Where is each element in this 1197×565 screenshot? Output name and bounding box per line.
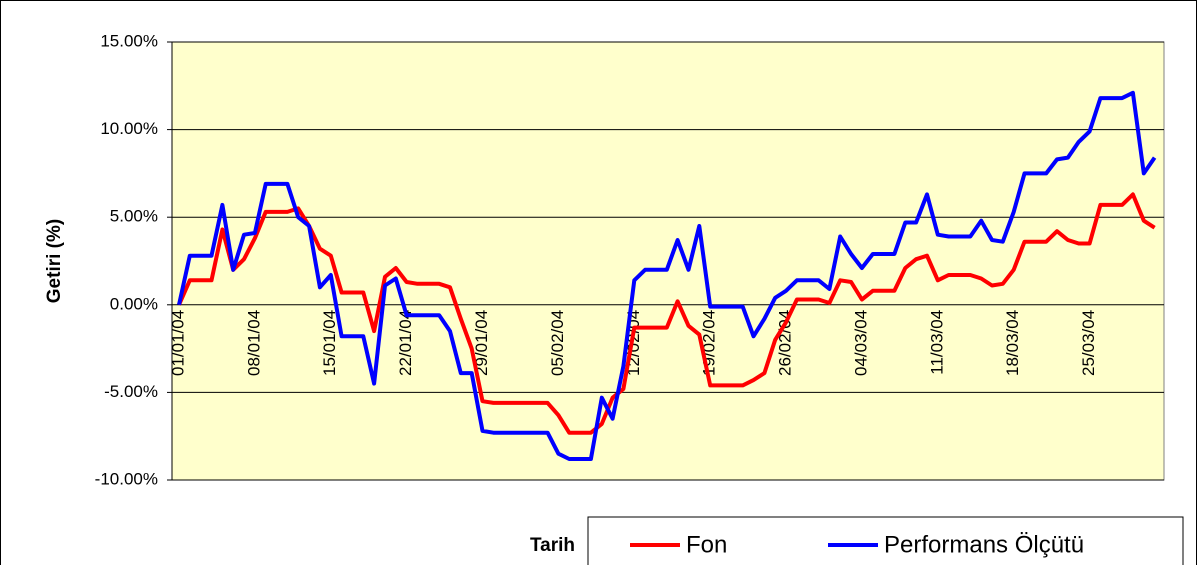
legend-label: Performans Ölçütü [884, 531, 1084, 558]
line-series [177, 192, 1156, 435]
x-tick-label: 15/01/04 [320, 310, 339, 376]
x-tick-label: 25/03/04 [1079, 310, 1098, 376]
y-axis-title: Getiri (%) [44, 219, 65, 303]
x-tick-label: 01/01/04 [168, 310, 187, 376]
x-tick-label: 29/01/04 [472, 310, 491, 376]
y-tick-label: 0.00% [110, 294, 158, 313]
x-tick-label: 26/02/04 [776, 310, 795, 376]
y-tick-label: 5.00% [110, 207, 158, 226]
x-tick-label: 08/01/04 [244, 310, 263, 376]
legend-label: Fon [686, 531, 727, 558]
y-tick-label: -10.00% [95, 469, 158, 488]
x-tick-label: 04/03/04 [851, 310, 870, 376]
x-tick-label: 18/03/04 [1003, 310, 1022, 376]
line-series [177, 90, 1157, 461]
legend [587, 516, 1184, 565]
x-tick-label: 05/02/04 [548, 310, 567, 376]
y-tick-label: 10.00% [100, 119, 158, 138]
x-tick-label: 22/01/04 [396, 310, 415, 376]
y-tick-label: 15.00% [100, 31, 158, 50]
x-axis-title: Tarih [530, 535, 575, 556]
y-tick-label: -5.00% [104, 382, 158, 401]
x-tick-label: 11/03/04 [927, 310, 946, 375]
